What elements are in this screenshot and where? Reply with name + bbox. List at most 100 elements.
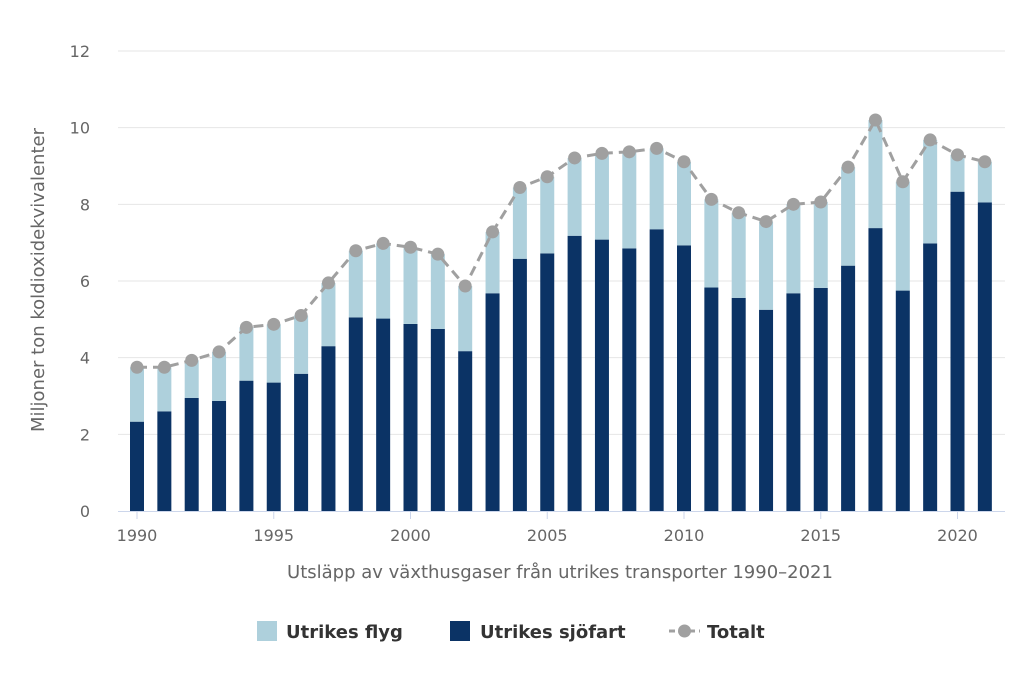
- bar-utrikes-flyg[interactable]: [157, 367, 172, 412]
- bar-utrikes-flyg[interactable]: [321, 282, 336, 347]
- total-point[interactable]: [759, 215, 773, 229]
- total-point[interactable]: [540, 170, 554, 184]
- total-point[interactable]: [212, 345, 226, 359]
- bar-utrikes-sjofart[interactable]: [895, 290, 910, 511]
- bar-utrikes-sjofart[interactable]: [376, 318, 391, 511]
- bar-utrikes-sjofart[interactable]: [348, 317, 363, 511]
- legend-label-utrikes-sjofart[interactable]: Utrikes sjöfart: [480, 622, 626, 643]
- bar-utrikes-sjofart[interactable]: [403, 323, 418, 511]
- bar-utrikes-sjofart[interactable]: [923, 243, 938, 511]
- legend-label-utrikes-flyg[interactable]: Utrikes flyg: [286, 622, 403, 643]
- bar-utrikes-flyg[interactable]: [950, 154, 965, 192]
- bar-utrikes-flyg[interactable]: [294, 315, 309, 374]
- bar-utrikes-flyg[interactable]: [266, 324, 281, 383]
- bar-utrikes-sjofart[interactable]: [239, 380, 254, 511]
- bar-utrikes-sjofart[interactable]: [512, 258, 527, 511]
- bar-utrikes-flyg[interactable]: [813, 202, 828, 288]
- total-point[interactable]: [650, 141, 664, 155]
- bar-utrikes-flyg[interactable]: [895, 181, 910, 291]
- bar-utrikes-flyg[interactable]: [485, 231, 500, 294]
- bar-utrikes-flyg[interactable]: [677, 161, 691, 246]
- bar-utrikes-sjofart[interactable]: [294, 373, 309, 511]
- total-point[interactable]: [951, 148, 964, 162]
- bar-utrikes-sjofart[interactable]: [731, 297, 746, 511]
- bar-utrikes-flyg[interactable]: [239, 327, 254, 381]
- bar-utrikes-flyg[interactable]: [923, 139, 938, 244]
- total-point[interactable]: [704, 192, 718, 206]
- bar-utrikes-flyg[interactable]: [458, 285, 473, 352]
- bar-utrikes-flyg[interactable]: [376, 243, 391, 319]
- total-point[interactable]: [294, 309, 308, 322]
- bar-utrikes-flyg[interactable]: [731, 212, 746, 298]
- total-point[interactable]: [321, 276, 335, 290]
- total-point[interactable]: [923, 133, 937, 147]
- bar-utrikes-sjofart[interactable]: [759, 309, 774, 511]
- total-point[interactable]: [157, 360, 171, 374]
- bar-utrikes-flyg[interactable]: [841, 167, 856, 266]
- bar-utrikes-flyg[interactable]: [649, 148, 664, 230]
- bar-utrikes-flyg[interactable]: [540, 176, 555, 254]
- bar-utrikes-flyg[interactable]: [759, 221, 774, 310]
- bar-utrikes-sjofart[interactable]: [649, 229, 664, 511]
- total-point[interactable]: [595, 146, 609, 160]
- bar-utrikes-sjofart[interactable]: [321, 346, 336, 511]
- bar-utrikes-sjofart[interactable]: [540, 253, 555, 511]
- bar-utrikes-flyg[interactable]: [704, 199, 719, 288]
- total-point[interactable]: [376, 236, 390, 250]
- total-point[interactable]: [239, 320, 253, 334]
- legend-label-totalt[interactable]: Totalt: [707, 622, 765, 643]
- bar-utrikes-flyg[interactable]: [130, 367, 144, 422]
- bar-utrikes-sjofart[interactable]: [212, 400, 227, 511]
- bar-utrikes-flyg[interactable]: [348, 250, 363, 318]
- bar-utrikes-sjofart[interactable]: [868, 228, 883, 511]
- bar-utrikes-sjofart[interactable]: [677, 245, 691, 511]
- bar-utrikes-flyg[interactable]: [212, 351, 227, 401]
- bar-utrikes-sjofart[interactable]: [130, 421, 144, 511]
- total-point[interactable]: [677, 155, 691, 169]
- bar-utrikes-sjofart[interactable]: [977, 202, 992, 511]
- total-point[interactable]: [431, 247, 445, 261]
- bar-utrikes-sjofart[interactable]: [704, 287, 719, 511]
- bar-utrikes-sjofart[interactable]: [458, 351, 473, 511]
- bar-utrikes-flyg[interactable]: [567, 157, 582, 236]
- bar-utrikes-sjofart[interactable]: [950, 191, 965, 511]
- bar-utrikes-sjofart[interactable]: [786, 293, 801, 511]
- bar-utrikes-sjofart[interactable]: [813, 287, 828, 511]
- total-point[interactable]: [404, 240, 417, 254]
- total-point[interactable]: [513, 180, 527, 194]
- bar-utrikes-sjofart[interactable]: [266, 382, 281, 511]
- total-point[interactable]: [486, 225, 500, 239]
- bar-utrikes-flyg[interactable]: [786, 204, 801, 294]
- bar-utrikes-sjofart[interactable]: [567, 235, 582, 511]
- bar-utrikes-sjofart[interactable]: [622, 248, 637, 511]
- total-point[interactable]: [267, 317, 281, 331]
- total-point[interactable]: [349, 244, 363, 258]
- total-point[interactable]: [130, 360, 144, 374]
- bar-utrikes-flyg[interactable]: [594, 153, 609, 240]
- total-point[interactable]: [978, 155, 992, 169]
- bar-utrikes-flyg[interactable]: [512, 187, 527, 259]
- bar-utrikes-sjofart[interactable]: [184, 397, 199, 511]
- bar-utrikes-sjofart[interactable]: [430, 328, 445, 511]
- total-point[interactable]: [841, 160, 855, 174]
- bar-utrikes-flyg[interactable]: [430, 254, 445, 329]
- bar-utrikes-sjofart[interactable]: [841, 265, 856, 511]
- bar-utrikes-flyg[interactable]: [977, 161, 992, 203]
- total-point[interactable]: [732, 206, 746, 220]
- legend[interactable]: Utrikes flyg Utrikes sjöfart Totalt: [257, 621, 765, 643]
- total-point[interactable]: [568, 151, 582, 165]
- total-point[interactable]: [896, 175, 910, 189]
- total-point[interactable]: [814, 195, 828, 209]
- total-point[interactable]: [622, 145, 636, 159]
- bar-utrikes-sjofart[interactable]: [485, 293, 500, 511]
- total-point[interactable]: [185, 353, 199, 367]
- bar-utrikes-flyg[interactable]: [184, 360, 199, 398]
- bar-utrikes-sjofart[interactable]: [157, 411, 172, 511]
- bar-utrikes-sjofart[interactable]: [594, 239, 609, 511]
- total-point[interactable]: [868, 113, 882, 127]
- bar-utrikes-flyg[interactable]: [403, 247, 418, 324]
- bar-utrikes-flyg[interactable]: [622, 151, 637, 249]
- bar-utrikes-flyg[interactable]: [868, 120, 883, 229]
- total-point[interactable]: [786, 197, 800, 211]
- total-point[interactable]: [458, 279, 472, 293]
